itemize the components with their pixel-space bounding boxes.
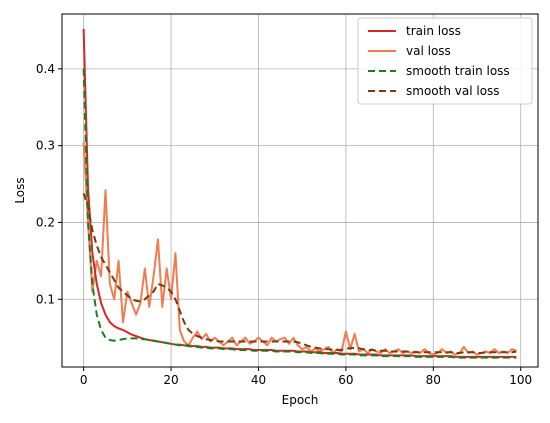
y-axis-label: Loss [13,177,27,203]
val-loss-line [82,141,517,356]
series-layer [82,28,517,359]
legend-label-val-loss: val loss [406,44,451,58]
legend-label-train-loss: train loss [406,24,461,38]
plot-frame [61,13,539,368]
x-tick-label: 60 [338,373,353,387]
legend-label-smooth-val-loss: smooth val loss [406,84,500,98]
y-tick-label: 0.1 [36,292,55,306]
x-tick-label: 80 [426,373,441,387]
ticks: 0 20 40 60 80 100 0.1 0.2 0.3 0.4 [36,62,532,387]
smooth-val-loss-line [82,192,517,355]
legend: train loss val loss smooth train loss smoot… [357,17,533,105]
y-tick-label: 0.3 [36,139,55,153]
smooth-train-loss-line [82,68,517,359]
legend-box [357,17,533,105]
x-tick-label: 0 [80,373,88,387]
x-tick-label: 20 [163,373,178,387]
x-tick-label: 100 [509,373,532,387]
legend-label-smooth-train-loss: smooth train loss [406,64,510,78]
y-tick-label: 0.2 [36,215,55,229]
y-tick-label: 0.4 [36,62,55,76]
x-axis-label: Epoch [282,393,319,407]
x-tick-label: 40 [251,373,266,387]
